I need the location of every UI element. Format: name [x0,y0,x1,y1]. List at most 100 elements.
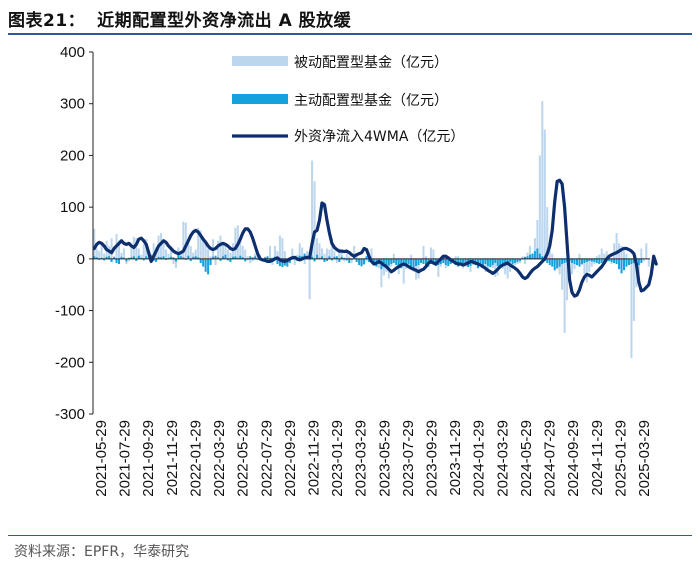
passive-bar [93,228,96,259]
passive-bar [283,251,286,259]
active-bar [192,256,195,259]
passive-bar [454,256,457,259]
active-bar [523,256,526,259]
passive-bar [543,129,546,259]
x-tick-label: 2023-07-29 [400,420,417,497]
passive-bar [585,258,588,283]
active-bar [142,258,145,261]
passive-bar [278,235,281,259]
active-bar [221,256,224,259]
x-tick-label: 2023-09-29 [424,420,441,497]
active-bar [382,258,385,267]
y-tick-label: 100 [60,199,85,216]
active-bar [360,258,363,267]
passive-bar [595,256,598,259]
x-tick-label: 2021-09-29 [140,420,157,497]
passive-bar [538,155,541,259]
passive-bar [120,252,123,259]
passive-bar [202,238,205,259]
x-tick-label: 2023-01-29 [329,420,346,497]
active-bar [580,258,583,265]
active-bar [600,258,603,263]
passive-bar [417,258,420,279]
active-bar [590,258,593,262]
passive-bar [204,243,207,259]
passive-bar [338,248,341,259]
active-bar [172,257,175,259]
passive-bar [380,258,383,288]
passive-bar [209,256,212,259]
y-tick-label: -200 [55,354,85,371]
active-bar [340,256,343,259]
active-bar [343,257,346,259]
active-bar [338,258,341,262]
passive-bar [308,258,311,300]
passive-bar [647,258,650,267]
passive-bar [117,240,121,259]
active-bar [618,258,621,270]
x-tick-label: 2025-01-29 [612,420,629,497]
passive-bar [320,248,323,259]
passive-bar [523,258,526,265]
passive-bar [306,251,309,259]
active-bar [113,257,116,259]
x-tick-label: 2024-05-29 [518,420,535,497]
x-tick-label: 2023-03-29 [353,420,370,497]
active-bar [98,258,101,260]
active-bar [189,258,192,261]
active-bar [558,258,561,267]
y-axis-ticks: 400 300 200 100 0 -100 -200 -300 [55,44,93,423]
active-bar [615,258,618,265]
passive-bar [613,243,616,259]
x-axis-ticks: 2021-05-29 2021-07-29 2021-09-29 2021-11-29… [93,420,653,497]
active-bar [499,258,502,267]
passive-bar [160,233,163,259]
passive-bar [167,253,170,259]
active-bar [422,258,425,265]
passive-bar [273,245,276,259]
active-bar [229,258,232,262]
passive-bar [546,207,549,259]
y-tick-label: -100 [55,303,85,320]
active-bar [533,251,536,259]
active-bar [140,257,143,259]
active-bar [415,258,418,267]
active-bar [281,258,284,268]
passive-bar [533,238,536,259]
passive-bar [298,243,301,259]
active-bar [424,258,427,266]
active-bar [462,258,465,263]
active-bar [251,257,254,259]
passive-bar [506,258,509,279]
passive-bar [333,251,336,259]
active-bar [160,257,163,259]
active-bar [625,258,628,267]
active-bar [412,258,415,269]
active-bar [464,258,467,266]
legend: 被动配置型基金（亿元） 主动配置型基金（亿元） 外资净流入4WMA（亿元） [232,54,464,145]
passive-bar [632,258,635,321]
passive-bar [217,240,220,259]
active-bar [395,258,398,266]
x-tick-label: 2024-01-29 [471,420,488,497]
legend-swatch-passive [232,56,288,66]
active-bar [169,256,172,259]
passive-bar [330,238,333,259]
active-bar [563,258,566,263]
passive-bar [95,248,98,259]
x-tick-label: 2022-03-29 [211,420,228,497]
passive-bar [437,258,440,277]
passive-bar [578,253,581,259]
x-tick-label: 2022-07-29 [258,420,275,497]
x-tick-label: 2023-11-29 [447,420,464,496]
active-bar [311,256,314,259]
passive-bar [303,258,306,265]
active-bar [571,258,574,263]
passive-bar [640,248,643,259]
active-bar [405,258,408,266]
active-bar [177,254,180,259]
active-bar [157,256,160,259]
active-bar [93,256,96,259]
active-bar [174,258,177,262]
passive-bar [370,248,373,259]
